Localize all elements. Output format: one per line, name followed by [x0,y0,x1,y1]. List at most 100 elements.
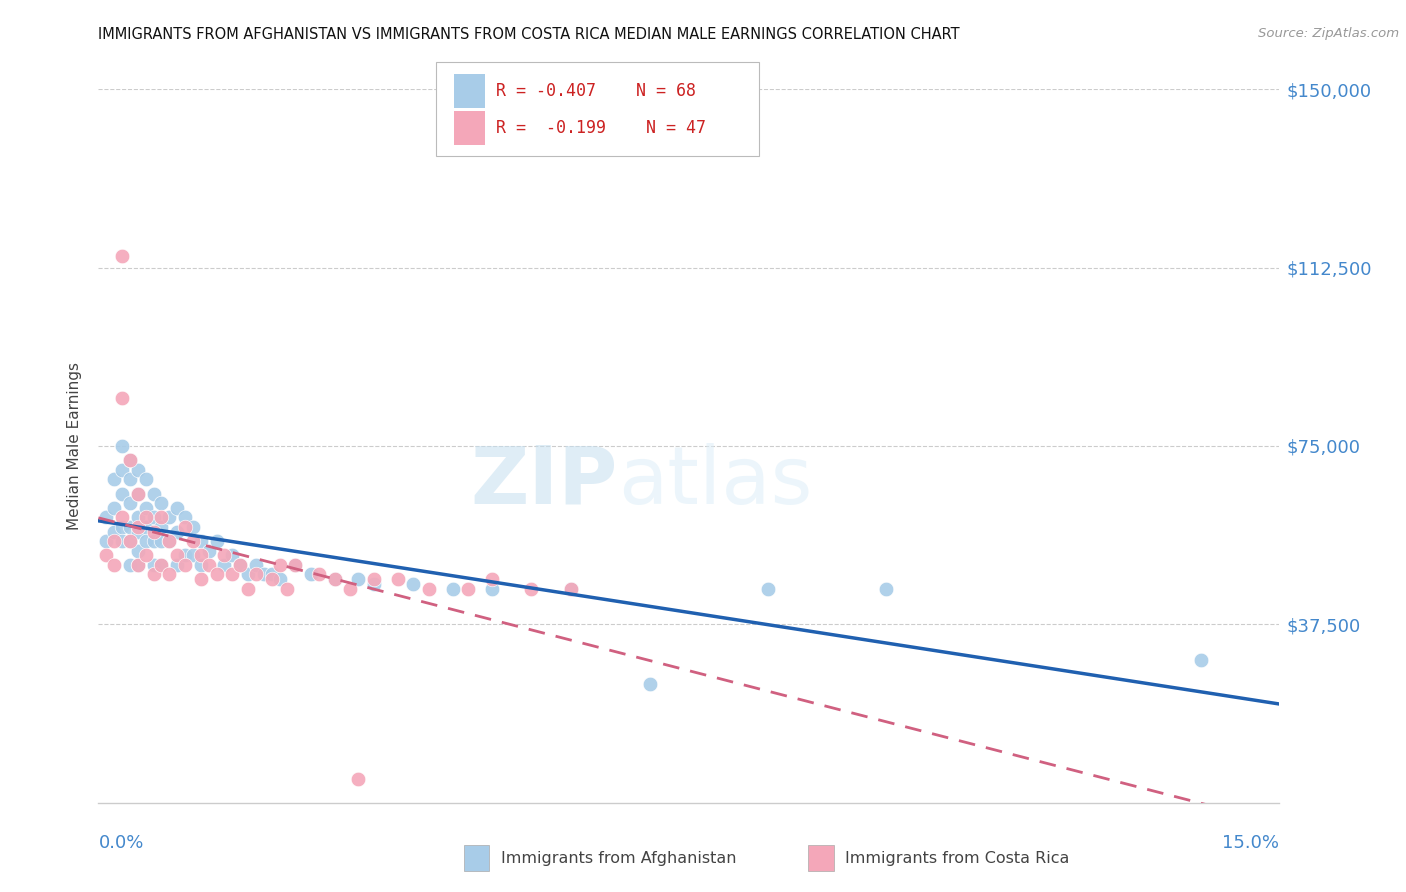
Point [205,534,228,549]
Point [299,567,322,582]
Point [135,472,157,486]
Y-axis label: Median Male Earnings: Median Male Earnings [67,362,83,530]
Point [190,558,212,572]
Point [197,543,219,558]
Point [214,549,236,563]
Text: R =  -0.199    N = 47: R = -0.199 N = 47 [496,119,706,136]
Point [157,534,180,549]
Point [118,534,141,549]
Point [190,572,212,586]
Point [150,496,173,510]
Point [135,500,157,515]
Point [142,534,165,549]
Point [157,534,180,549]
Point [560,582,582,596]
Point [174,510,197,524]
Point [236,582,259,596]
Point [127,520,149,534]
Point [1189,653,1212,667]
Point [323,572,346,586]
Point [221,567,243,582]
Point [135,549,157,563]
Point [142,524,165,539]
Point [157,567,180,582]
Point [638,677,661,691]
Point [260,572,283,586]
Point [142,558,165,572]
Point [103,500,125,515]
Point [118,534,141,549]
Point [229,558,252,572]
Point [481,582,503,596]
Point [127,486,149,500]
Text: ZIP: ZIP [471,442,619,521]
Point [111,249,134,263]
Point [111,392,134,406]
Point [103,534,125,549]
Text: Immigrants from Costa Rica: Immigrants from Costa Rica [845,851,1070,865]
Point [245,558,267,572]
Point [103,472,125,486]
Point [363,572,385,586]
Point [118,520,141,534]
Point [236,567,259,582]
Point [181,520,204,534]
Point [96,549,118,563]
Point [111,463,134,477]
Point [339,582,361,596]
Point [157,510,180,524]
Point [166,500,188,515]
Point [323,572,346,586]
Point [308,567,330,582]
Point [111,486,134,500]
Point [418,582,440,596]
Point [190,534,212,549]
Point [197,558,219,572]
Point [457,582,479,596]
Point [111,439,134,453]
Point [150,558,173,572]
Text: atlas: atlas [619,442,813,521]
Point [205,567,228,582]
Point [142,510,165,524]
Point [221,549,243,563]
Point [166,524,188,539]
Point [103,558,125,572]
Point [127,543,149,558]
Point [135,534,157,549]
Point [118,558,141,572]
Point [118,453,141,467]
Point [284,558,307,572]
Point [269,572,291,586]
Point [111,534,134,549]
Point [118,496,141,510]
Point [284,558,307,572]
Point [127,463,149,477]
Point [174,549,197,563]
Point [150,534,173,549]
Point [96,534,118,549]
Point [135,520,157,534]
Point [520,582,543,596]
Text: Immigrants from Afghanistan: Immigrants from Afghanistan [501,851,735,865]
Point [363,577,385,591]
Point [166,558,188,572]
Point [127,558,149,572]
Point [111,510,134,524]
Point [142,567,165,582]
Point [150,558,173,572]
Point [127,558,149,572]
Point [253,567,276,582]
Text: R = -0.407    N = 68: R = -0.407 N = 68 [496,82,696,100]
Point [181,549,204,563]
Point [481,572,503,586]
Point [96,510,118,524]
Text: 15.0%: 15.0% [1222,834,1279,852]
Point [756,582,779,596]
Point [245,567,267,582]
Point [387,572,409,586]
Point [103,524,125,539]
Point [402,577,425,591]
Point [127,524,149,539]
Point [441,582,464,596]
